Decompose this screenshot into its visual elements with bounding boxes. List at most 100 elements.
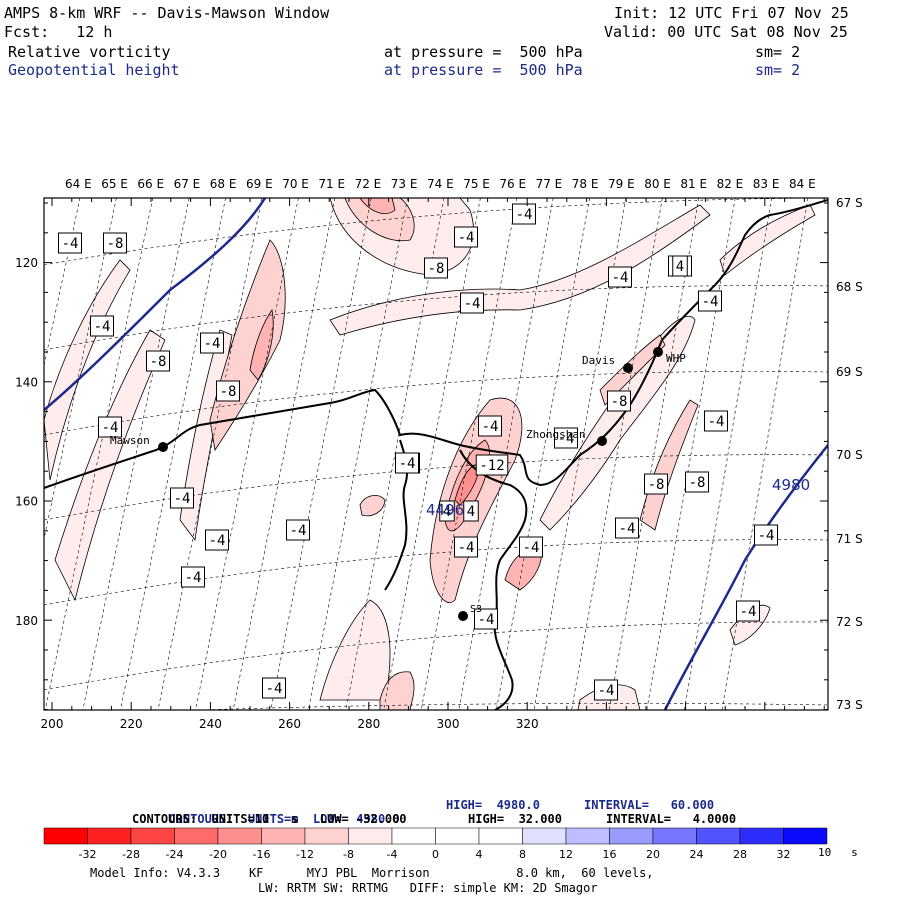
colorbar-segment [435,827,480,845]
lon-label: 72 E [355,177,382,191]
axis-ticks [44,198,828,711]
lon-label: 73 E [391,177,418,191]
lon-label: 77 E [536,177,563,191]
lon-label: 84 E [789,177,816,191]
x-tick-label: 300 [437,717,460,731]
latitude-gridlines [44,198,828,710]
lon-label: 82 E [717,177,744,191]
contour-label-box: -4 [58,232,82,254]
field2-smooth: sm= 2 [755,61,801,79]
svg-text:-4: -4 [482,419,499,435]
station-mawson-label: Mawson [110,434,150,447]
svg-text:-4: -4 [266,681,283,697]
contour-label-box: -4 [454,536,478,558]
lon-label: 68 E [210,177,237,191]
contour-label-box: -4 [170,487,194,509]
lon-label: 76 E [499,177,526,191]
colorbar-segment [652,827,697,845]
colorbar-label: 32 [777,848,791,861]
contour-label-box: -4 [286,519,310,541]
svg-text:-4: -4 [478,612,495,628]
map-frame [43,197,829,711]
y-tick-label: 120 [15,256,38,270]
colorbar-label: 8 [519,848,526,861]
svg-text:-4: -4 [740,604,757,620]
field2-level: at pressure = 500 hPa [384,61,583,79]
colorbar-label: -28 [122,848,140,861]
contour-label-box: 4 [463,500,479,522]
contour-label-box: -4 [736,600,760,622]
contour-labels: -4 -8 -4 -8 -4 -8 -4 -4 -4 -4 -8 -4 -4 -4 -4 -4 -4 -8 -4 -1… [58,203,778,701]
contour-label-box: -4 [262,677,286,699]
contours-height-high: HIGH= 4980.0 [446,798,540,812]
colorbar-label: 16 [603,848,617,861]
x-tick-label: 220 [120,717,143,731]
contours-height-interval: INTERVAL= 60.000 [584,798,715,812]
longitude-gridlines [44,198,809,710]
lon-label: 67 E [174,177,201,191]
svg-text:-12: -12 [479,458,504,474]
contour-label-box: -4 [478,415,502,437]
station-zhongshan-label: Zhongshan [526,428,586,441]
svg-text:-8: -8 [428,261,445,277]
contour-label-box: -4 [395,452,419,474]
model-title: AMPS 8-km WRF -- Davis-Mawson Window [4,4,330,22]
svg-text:-4: -4 [94,319,111,335]
field1-level: at pressure = 500 hPa [384,43,583,61]
longitude-labels: 64 E 65 E 66 E 67 E 68 E 69 E 70 E 71 E 72 E 73 E… [65,177,816,191]
x-tick-label: 200 [41,717,64,731]
forecast-hour: Fcst: 12 h [4,23,113,41]
colorbar-segment [304,827,349,845]
lon-label: 75 E [463,177,490,191]
contour-label-box: -4 [698,290,722,312]
svg-text:-8: -8 [648,477,665,493]
svg-text:-4: -4 [174,491,191,507]
x-tick-label: 240 [199,717,222,731]
contour-label-box: -4 [608,266,632,288]
x-tick-labels: 200 220 240 260 280 300 320 [41,717,539,731]
colorbar-label: 24 [690,848,704,861]
contour-label-box: 4 [672,255,688,277]
colorbar-segment [130,827,175,845]
map-panel [44,198,828,710]
lat-label: 67 S [836,196,863,210]
colorbar-segment [522,827,567,845]
contours-vort-interval: INTERVAL= 4.0000 [606,812,737,826]
latitude-labels: 67 S 68 S 69 S 70 S 71 S 72 S 73 S [836,196,863,712]
svg-text:-4: -4 [290,523,307,539]
svg-text:-4: -4 [702,294,719,310]
colorbar-segment [217,827,262,845]
geopotential-contours [44,198,828,710]
lon-label: 81 E [680,177,707,191]
colorbar-segment [87,827,132,845]
height-label-4496: 4496 [426,501,464,519]
svg-text:-4: -4 [612,270,629,286]
station-whp-label: WHP [666,352,686,365]
contour-label-box: -4 [554,427,578,449]
colorbar-label: 4 [476,848,483,861]
colorbar-label: 20 [646,848,660,861]
colorbar-segment [739,827,784,845]
contour-label-box: -8 [424,257,448,279]
contour-label-box: -8 [644,473,668,495]
svg-text:4: 4 [443,504,451,520]
colorbar-segment [783,827,828,845]
contour-label-box: -4 [200,332,224,354]
field1-name: Relative vorticity [8,43,171,61]
svg-text:4: 4 [676,259,684,275]
contour-label-box: 4 [439,500,455,522]
svg-text:4: 4 [467,504,475,520]
svg-text:-4: -4 [458,540,475,556]
lat-label: 70 S [836,448,863,462]
lat-label: 73 S [836,698,863,712]
station-whp-marker [653,347,663,357]
svg-text:-4: -4 [209,533,226,549]
y-tick-label: 160 [15,495,38,509]
colorbar-label: -24 [166,848,184,861]
colorbar-segment [565,827,610,845]
stations: Mawson Davis WHP Zhongshan S3 [110,347,686,621]
lon-label: 80 E [644,177,671,191]
svg-text:-4: -4 [204,336,221,352]
contour-label-box: -4 [98,416,122,438]
